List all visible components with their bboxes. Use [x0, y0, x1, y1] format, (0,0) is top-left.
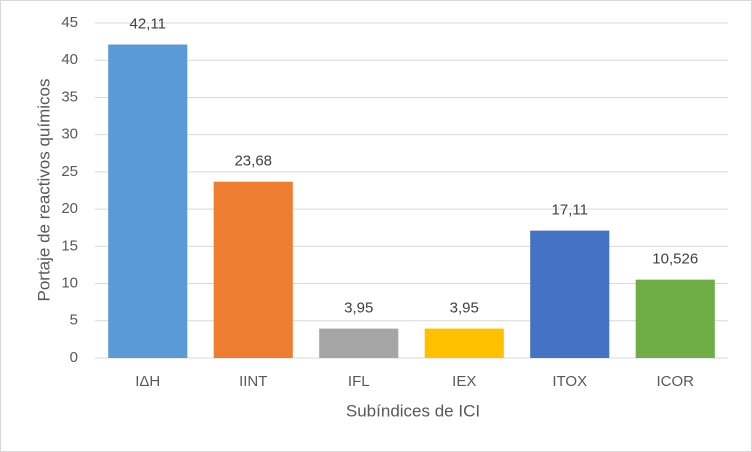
- x-tick-label: ICOR: [657, 373, 695, 390]
- bar: [424, 328, 504, 358]
- x-tick-label: ITOX: [552, 373, 587, 390]
- value-label: 10,526: [652, 251, 698, 268]
- y-tick-label: 40: [61, 51, 78, 68]
- y-tick-label: 0: [70, 349, 78, 366]
- bar: [530, 230, 610, 358]
- value-label: 42,11: [130, 15, 166, 32]
- bar: [213, 181, 293, 358]
- y-tick-label: 20: [61, 200, 78, 217]
- bar: [108, 44, 188, 359]
- y-tick-label: 15: [61, 237, 78, 254]
- y-tick-label: 25: [61, 163, 78, 180]
- x-tick-label: IINT: [239, 373, 267, 390]
- x-axis-label: Subíndices de ICI: [346, 401, 480, 420]
- x-tick-label: IEX: [452, 373, 476, 390]
- y-tick-label: 35: [61, 88, 78, 105]
- value-label: 23,68: [234, 153, 272, 170]
- y-tick-label: 5: [70, 312, 78, 329]
- y-axis-label: Portaje de reactivos químicos: [34, 79, 53, 302]
- y-tick-label: 45: [61, 14, 78, 31]
- bar: [635, 279, 715, 358]
- value-label: 17,11: [552, 202, 588, 219]
- x-tick-label: IΔH: [135, 373, 160, 390]
- y-tick-label: 30: [61, 126, 78, 143]
- value-label: 3,95: [450, 300, 479, 317]
- bar: [319, 328, 399, 358]
- x-tick-label: IFL: [348, 373, 370, 390]
- value-label: 3,95: [344, 300, 373, 317]
- y-tick-label: 10: [61, 275, 78, 292]
